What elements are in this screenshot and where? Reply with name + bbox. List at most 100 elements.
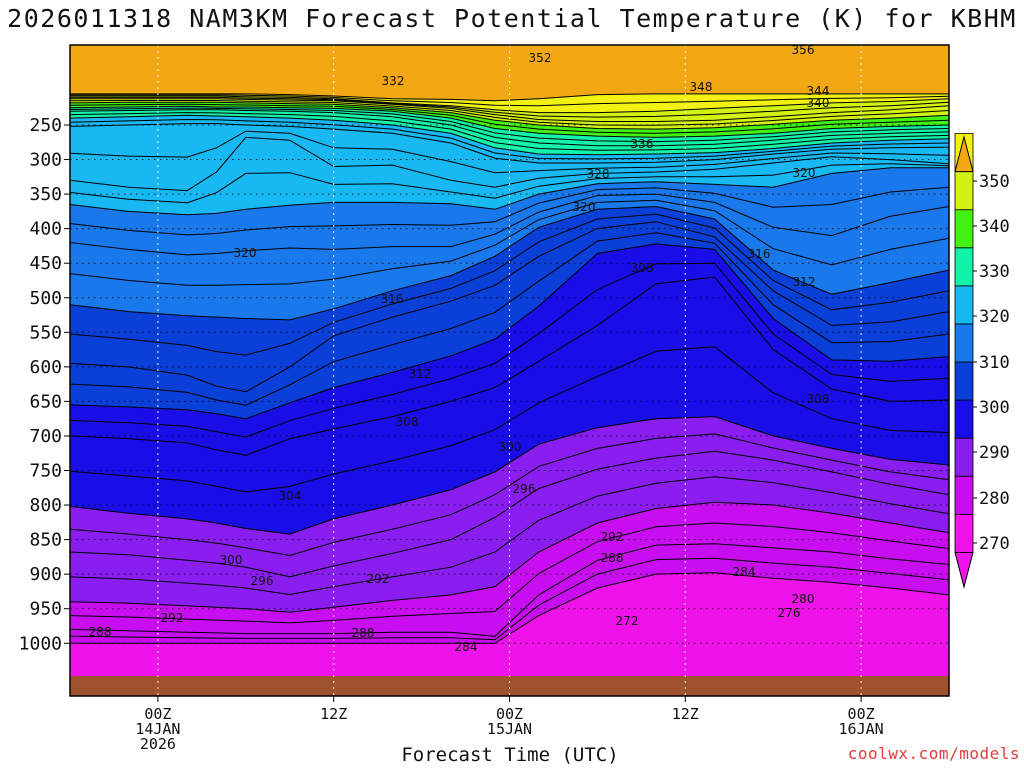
colorbar-tick-label: 290 [979, 443, 1010, 463]
contour-line-346 [70, 96, 949, 118]
contour-line-278 [70, 557, 949, 641]
contour-line-298 [70, 262, 949, 438]
contour-label: 284 [455, 640, 478, 654]
contour-line-334 [70, 107, 949, 143]
colorbar-swatch [954, 171, 974, 211]
colorbar-swatch [954, 513, 974, 553]
contour-label: 332 [382, 74, 405, 88]
y-tick-label: 400 [29, 219, 62, 240]
contour-label: 284 [733, 565, 756, 579]
contour-label: 288 [601, 551, 624, 565]
colorbar-tick-label: 270 [979, 534, 1010, 554]
contour-label: 348 [690, 80, 713, 94]
contour-label: 320 [573, 200, 596, 214]
contour-line-322 [70, 130, 949, 174]
colorbar-swatch [954, 247, 974, 287]
contour-line-284 [70, 501, 949, 613]
colorbar-tick-label: 320 [979, 307, 1010, 327]
y-tick-label: 800 [29, 495, 62, 516]
contour-label: 316 [748, 247, 771, 261]
contour-label: 344 [807, 84, 830, 98]
y-tick-label: 250 [29, 115, 62, 136]
colorbar-swatch [954, 285, 974, 325]
y-tick-label: 550 [29, 322, 62, 343]
y-tick-label: 450 [29, 253, 62, 274]
contour-line-340 [70, 101, 949, 130]
contour-label: 356 [792, 43, 815, 57]
contour-label: 316 [381, 292, 404, 306]
contour-label: 272 [616, 614, 639, 628]
y-tick-label: 1000 [19, 633, 62, 654]
y-tick-label: 650 [29, 391, 62, 412]
contour-line-286 [70, 476, 949, 596]
contour-label: 300 [220, 553, 243, 567]
contour-line-320 [70, 136, 949, 192]
colorbar-arrow-high [954, 135, 974, 173]
contour-line-300 [70, 243, 949, 420]
contour-line-328 [70, 114, 949, 156]
colorbar-tick-label: 300 [979, 398, 1010, 418]
contour-label: 304 [279, 489, 302, 503]
colorbar-tick-label: 330 [979, 262, 1010, 282]
contour-line-316 [70, 167, 949, 216]
colorbar-swatch [954, 475, 974, 515]
x-tick-label: 12Z [672, 705, 699, 723]
contour-label: 280 [792, 592, 815, 606]
contour-label: 308 [396, 415, 419, 429]
colorbar-tick-label: 280 [979, 489, 1010, 509]
contour-label: 296 [251, 574, 274, 588]
contour-line-324 [70, 123, 949, 164]
contour-line-350 [70, 94, 949, 107]
contour-line-304 [70, 221, 949, 393]
y-tick-label: 500 [29, 288, 62, 309]
contour-line-338 [70, 103, 949, 134]
contour-line-342 [70, 100, 949, 126]
y-tick-label: 950 [29, 599, 62, 620]
colorbar-swatch [954, 209, 974, 249]
contour-label: 336 [631, 137, 654, 151]
colorbar-swatch [954, 437, 974, 477]
contour-line-302 [70, 232, 949, 406]
contour-line-308 [70, 205, 949, 321]
y-tick-label: 700 [29, 426, 62, 447]
contour-line-330 [70, 112, 949, 151]
contour-label: 320 [793, 166, 816, 180]
contour-line-352 [70, 93, 949, 102]
cold-core-fill [619, 589, 737, 644]
chart-title: 2026011318 NAM3KM Forecast Potential Tem… [7, 4, 1017, 33]
contour-label: 296 [513, 482, 536, 496]
grid-lines [70, 45, 949, 696]
y-tick-label: 750 [29, 461, 62, 482]
colorbar-swatch [954, 361, 974, 401]
colorbar: 270 280 290 300 310 320 330 340 350 [954, 133, 1010, 589]
x-tick-label: 00Z [848, 705, 875, 723]
contour-label: 292 [161, 611, 184, 625]
contour-line-296 [70, 276, 949, 456]
contour-label: 292 [601, 530, 624, 544]
contour-line-312 [70, 193, 949, 256]
contour-line-326 [70, 118, 949, 160]
y-tick-label: 350 [29, 184, 62, 205]
contour-label: 320 [234, 246, 257, 260]
contour-line-314 [70, 186, 949, 236]
contour-label: 292 [367, 572, 390, 586]
contour-line-318 [70, 163, 949, 204]
contour-line-332 [70, 109, 949, 147]
contour-line-348 [70, 95, 949, 114]
contour-label: 312 [793, 275, 816, 289]
colorbar-tick-label: 350 [979, 172, 1010, 192]
contour-label: 352 [529, 51, 552, 65]
contour-label: 288 [352, 626, 375, 640]
contour-label: 276 [778, 606, 801, 620]
x-tick-label: 00Z [144, 705, 171, 723]
contour-line-310 [70, 199, 949, 286]
contour-line-306 [70, 213, 949, 356]
y-tick-label: 900 [29, 564, 62, 585]
contour-line-294 [70, 346, 949, 493]
contour-line-280 [70, 543, 949, 637]
x-tick-label: 15JAN [487, 720, 532, 738]
x-tick-label: 12Z [320, 705, 347, 723]
